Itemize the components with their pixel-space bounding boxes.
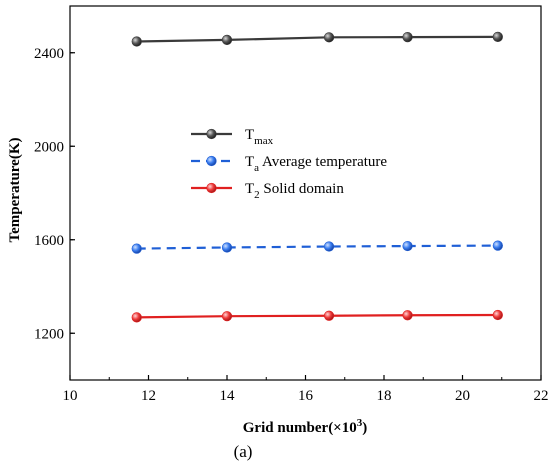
x-axis-title: Grid number(×103) xyxy=(243,417,367,436)
legend-label-rest: Average temperature xyxy=(259,154,387,170)
series-layer xyxy=(131,31,503,323)
legend-item: Tmax xyxy=(191,127,274,147)
legend-item: T2 Solid domain xyxy=(191,181,344,201)
series-line xyxy=(136,244,498,250)
data-point xyxy=(221,242,233,253)
data-point xyxy=(131,243,142,254)
x-tick-label: 10 xyxy=(63,388,78,404)
x-tick-label: 20 xyxy=(455,388,470,404)
legend-marker xyxy=(206,128,217,140)
series-1 xyxy=(131,31,503,47)
ticks: 10 12 14 16 18 20 22 1200 1600 2000 2400 xyxy=(34,46,549,404)
x-tick-label: 16 xyxy=(298,388,314,404)
data-point xyxy=(492,31,503,42)
data-point xyxy=(323,32,335,43)
series-line xyxy=(136,35,498,43)
data-point xyxy=(221,34,233,45)
x-tick-label: 22 xyxy=(534,388,549,404)
data-point xyxy=(402,31,413,43)
data-point xyxy=(492,309,503,321)
legend-label-main: T xyxy=(245,154,254,170)
legend-label: Ta Average temperature xyxy=(245,154,387,174)
x-tick-label: 14 xyxy=(220,388,236,404)
data-point xyxy=(131,312,142,323)
x-tick-label: 18 xyxy=(377,388,392,404)
y-tick-label: 1600 xyxy=(34,233,64,249)
legend-label-sub: a xyxy=(254,162,259,174)
y-axis-title: Temperature(K) xyxy=(7,138,23,243)
data-point xyxy=(323,310,335,321)
y-tick-label: 1200 xyxy=(34,326,64,342)
y-tick-label: 2000 xyxy=(34,139,64,155)
legend-label-sub: max xyxy=(254,135,273,147)
legend-label-main: T xyxy=(245,127,254,143)
legend-label: T2 Solid domain xyxy=(245,181,344,201)
panel-label: (a) xyxy=(234,442,253,461)
x-tick-label: 12 xyxy=(141,388,156,404)
x-axis-title-sup: 3 xyxy=(357,417,363,429)
legend-marker xyxy=(206,182,217,194)
data-point xyxy=(402,310,413,321)
legend-label-rest: Solid domain xyxy=(260,181,345,197)
legend-label-sub: 2 xyxy=(254,189,260,201)
legend-item: Ta Average temperature xyxy=(191,154,387,174)
data-point xyxy=(221,311,233,322)
series-line xyxy=(136,313,498,319)
data-point xyxy=(402,240,413,252)
series-3 xyxy=(131,309,503,323)
legend-label-main: T xyxy=(245,181,254,197)
y-tick-label: 2400 xyxy=(34,46,64,62)
data-point xyxy=(131,36,142,47)
legend-label: Tmax xyxy=(245,127,274,147)
legend-marker xyxy=(206,155,217,167)
data-point xyxy=(492,240,503,251)
x-axis-title-end: ) xyxy=(362,420,367,436)
data-point xyxy=(323,241,335,252)
series-2 xyxy=(131,240,503,254)
